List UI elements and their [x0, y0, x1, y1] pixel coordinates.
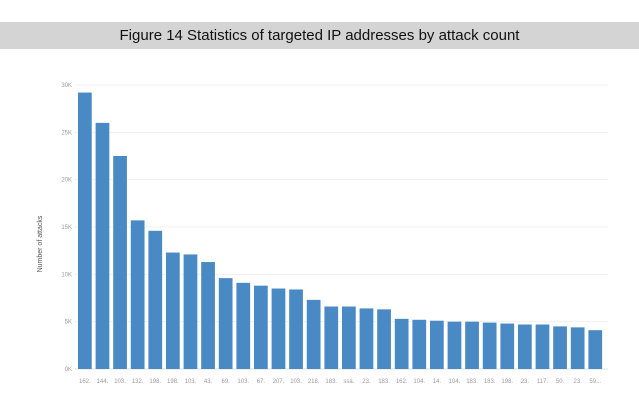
bar[interactable] — [324, 306, 339, 369]
x-category-label: 162. — [79, 379, 91, 385]
x-category-label: 104. — [449, 379, 461, 385]
x-category-label: 103. — [237, 379, 249, 385]
bar[interactable] — [394, 318, 409, 369]
bar[interactable] — [306, 299, 321, 369]
x-category-label: 67. — [257, 379, 266, 385]
bar[interactable] — [130, 220, 145, 369]
x-category-label: 69. — [221, 379, 230, 385]
x-category-label: 50. — [556, 379, 565, 385]
bar[interactable] — [166, 252, 180, 369]
bar[interactable] — [465, 321, 479, 369]
x-category-label: 132. — [132, 379, 144, 385]
x-category-label: 23. — [362, 379, 371, 385]
bar[interactable] — [218, 278, 233, 369]
x-category-label: 117. — [537, 379, 549, 385]
bar[interactable] — [500, 323, 515, 369]
bar[interactable] — [254, 285, 268, 369]
x-category-label: 183. — [378, 379, 390, 385]
bar[interactable] — [535, 324, 550, 369]
x-category-label: 103. — [185, 379, 197, 385]
x-axis-categories: 162. 144. 103. 132. 198. 198. 103. 43. 69. 103. 67… — [79, 379, 601, 385]
figure-title-bar: Figure 14 Statistics of targeted IP addr… — [0, 22, 639, 49]
bar[interactable] — [271, 288, 286, 369]
bar[interactable] — [377, 309, 391, 369]
bar[interactable] — [113, 156, 127, 369]
x-category-label: 162. — [396, 379, 408, 385]
x-category-label: 218. — [308, 379, 320, 385]
x-category-label: 198. — [501, 379, 513, 385]
x-category-label: 14. — [433, 379, 442, 385]
x-category-label: 59... — [589, 379, 601, 385]
bar[interactable] — [289, 289, 303, 369]
y-tick-label: 25K — [61, 130, 72, 136]
bar[interactable] — [201, 262, 215, 369]
x-category-label: 183. — [325, 379, 337, 385]
x-category-label: 207. — [273, 379, 285, 385]
bars — [78, 92, 603, 370]
figure-title: Figure 14 Statistics of targeted IP addr… — [119, 27, 520, 44]
y-tick-label: 10K — [61, 272, 72, 278]
x-category-label: 144. — [97, 379, 109, 385]
bar[interactable] — [570, 327, 585, 369]
bar[interactable] — [482, 322, 497, 369]
bar[interactable] — [359, 308, 374, 369]
x-category-label: 104. — [413, 379, 425, 385]
y-axis-title: Number of attacks — [37, 215, 44, 272]
y-axis-ticks: 0K 5K 10K 15K 20K 25K 30K — [61, 83, 72, 373]
bar[interactable] — [412, 319, 427, 369]
bar[interactable] — [588, 330, 603, 369]
y-tick-label: 5K — [65, 320, 72, 326]
x-category-label: 198. — [149, 379, 161, 385]
bar[interactable] — [430, 320, 444, 369]
x-category-label: 103. — [114, 379, 126, 385]
x-category-label: 103. — [290, 379, 302, 385]
y-tick-label: 0K — [65, 367, 72, 373]
bar[interactable] — [518, 324, 532, 369]
x-category-label: 183. — [466, 379, 478, 385]
bar[interactable] — [553, 326, 567, 369]
bar[interactable] — [342, 306, 356, 369]
bar[interactable] — [183, 254, 198, 369]
bar[interactable] — [447, 321, 462, 369]
y-tick-label: 20K — [61, 178, 72, 184]
bar[interactable] — [95, 122, 110, 370]
x-category-label: ssa. — [343, 379, 354, 385]
x-category-label: 23. — [521, 379, 530, 385]
bar[interactable] — [148, 230, 163, 369]
bar[interactable] — [78, 92, 92, 369]
x-category-label: 43. — [204, 379, 213, 385]
x-category-label: 23. — [573, 379, 582, 385]
y-tick-label: 30K — [61, 83, 72, 89]
bar[interactable] — [236, 282, 251, 369]
y-tick-label: 15K — [61, 225, 72, 231]
x-category-label: 198. — [167, 379, 179, 385]
x-category-label: 183. — [484, 379, 496, 385]
